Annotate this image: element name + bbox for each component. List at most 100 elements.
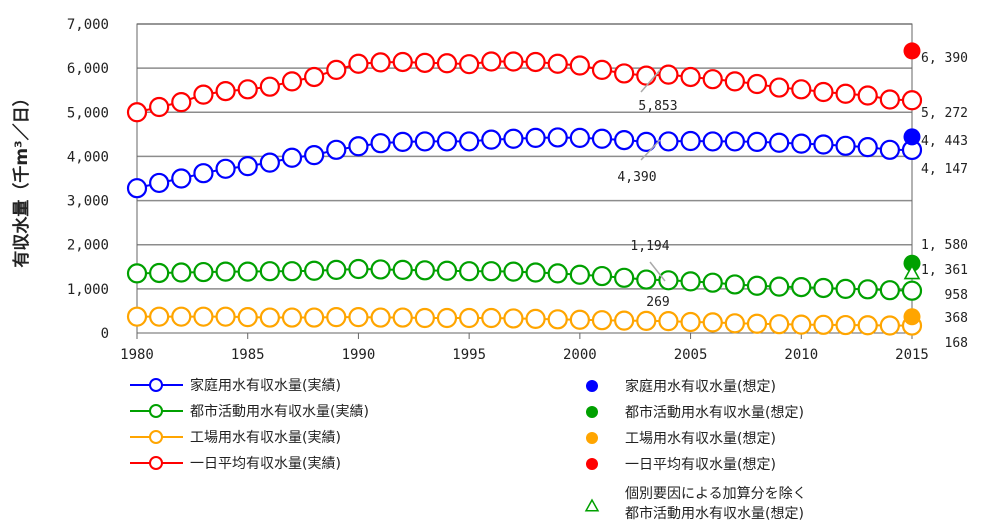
data-point bbox=[879, 89, 900, 110]
data-point bbox=[281, 147, 303, 168]
assumed-point bbox=[903, 42, 921, 60]
data-point bbox=[259, 152, 280, 173]
data-point bbox=[348, 53, 369, 74]
data-point bbox=[281, 71, 303, 92]
data-point bbox=[769, 77, 790, 98]
data-point bbox=[459, 307, 480, 329]
data-point bbox=[503, 51, 524, 72]
data-point bbox=[746, 131, 768, 152]
data-point bbox=[614, 267, 635, 288]
annotation-label: 5,853 bbox=[638, 99, 677, 114]
data-point bbox=[746, 313, 768, 334]
legend-label: 家庭用水有収水量(実績) bbox=[190, 377, 341, 394]
legend-label: 一日平均有収水量(実績) bbox=[190, 456, 341, 472]
data-point bbox=[835, 278, 856, 299]
data-point bbox=[370, 52, 391, 73]
data-point bbox=[569, 55, 590, 76]
data-point bbox=[126, 178, 148, 199]
data-point bbox=[702, 312, 723, 333]
data-point bbox=[436, 260, 458, 281]
data-point bbox=[281, 261, 303, 282]
value-label: 168 bbox=[945, 336, 968, 351]
y-tick-label: 6,000 bbox=[67, 61, 109, 77]
data-point bbox=[658, 270, 679, 291]
data-point bbox=[259, 76, 280, 97]
x-tick-label: 1985 bbox=[231, 347, 265, 363]
data-point bbox=[547, 309, 568, 330]
data-point bbox=[459, 261, 480, 282]
data-point bbox=[591, 128, 613, 149]
data-point bbox=[392, 307, 413, 328]
data-point bbox=[614, 310, 635, 331]
data-point bbox=[569, 264, 590, 285]
leader-line bbox=[649, 261, 666, 282]
data-point bbox=[171, 168, 192, 189]
legend-marker bbox=[149, 378, 163, 392]
value-label: 1, 580 bbox=[921, 238, 968, 253]
data-point bbox=[149, 172, 170, 194]
y-axis-ticks: 0 1,000 2,000 3,000 4,000 5,000 6,000 7,000 bbox=[67, 17, 109, 342]
data-point bbox=[414, 131, 435, 152]
data-point bbox=[636, 131, 657, 152]
y-tick-label: 7,000 bbox=[67, 17, 109, 33]
data-point bbox=[791, 79, 812, 100]
data-point bbox=[791, 276, 812, 298]
data-point bbox=[525, 262, 546, 283]
data-point bbox=[370, 259, 391, 280]
data-point bbox=[680, 66, 701, 88]
data-point bbox=[857, 137, 878, 158]
data-point bbox=[614, 63, 635, 84]
x-tick-label: 2015 bbox=[895, 347, 929, 363]
data-point bbox=[569, 309, 590, 330]
data-point bbox=[724, 71, 745, 92]
data-point bbox=[348, 258, 369, 280]
data-point bbox=[237, 261, 258, 282]
data-point bbox=[215, 261, 236, 282]
data-point bbox=[304, 66, 325, 88]
data-point bbox=[813, 277, 834, 299]
data-point bbox=[835, 135, 856, 156]
data-point bbox=[193, 163, 214, 184]
data-point bbox=[724, 131, 745, 152]
legend-marker bbox=[149, 456, 163, 470]
data-point bbox=[857, 315, 878, 336]
legend-label: 都市活動用水有収水量(実績) bbox=[190, 403, 369, 420]
data-point bbox=[636, 269, 657, 290]
data-point bbox=[414, 52, 435, 73]
data-point bbox=[791, 133, 812, 154]
data-point bbox=[724, 313, 745, 334]
legend: 家庭用水有収水量(実績) 都市活動用水有収水量(実績) 工場用水有収水量(実績) 一日… bbox=[130, 377, 807, 522]
legend-marker bbox=[149, 430, 163, 444]
data-point bbox=[813, 314, 834, 335]
y-tick-label: 3,000 bbox=[67, 194, 109, 210]
data-point bbox=[680, 311, 701, 333]
data-point bbox=[348, 307, 369, 328]
x-tick-label: 1980 bbox=[120, 347, 154, 363]
data-point bbox=[215, 80, 236, 102]
x-tick-label: 1995 bbox=[452, 347, 486, 363]
data-point bbox=[591, 310, 613, 331]
value-label: 1, 361 bbox=[921, 263, 968, 278]
assumed-point bbox=[903, 128, 921, 146]
value-label: 5, 272 bbox=[921, 106, 968, 121]
y-tick-label: 1,000 bbox=[67, 282, 109, 298]
data-point bbox=[879, 315, 900, 336]
data-point bbox=[392, 259, 413, 280]
series-group bbox=[126, 51, 923, 336]
data-point bbox=[901, 90, 923, 111]
data-point bbox=[414, 260, 435, 281]
data-point bbox=[680, 271, 701, 292]
legend-label: 都市活動用水有収水量(想定) bbox=[625, 505, 804, 522]
x-tick-label: 2005 bbox=[674, 347, 708, 363]
legend-label: 家庭用水有収水量(想定) bbox=[625, 378, 776, 395]
data-point bbox=[237, 156, 258, 177]
data-point bbox=[591, 59, 613, 81]
data-point bbox=[392, 131, 413, 152]
legend-label: 工場用水有収水量(実績) bbox=[190, 430, 341, 446]
data-point bbox=[525, 127, 546, 148]
data-point bbox=[436, 131, 458, 152]
data-point bbox=[149, 262, 170, 284]
y-tick-label: 5,000 bbox=[67, 105, 109, 121]
data-point bbox=[459, 54, 480, 75]
data-point bbox=[436, 307, 458, 329]
